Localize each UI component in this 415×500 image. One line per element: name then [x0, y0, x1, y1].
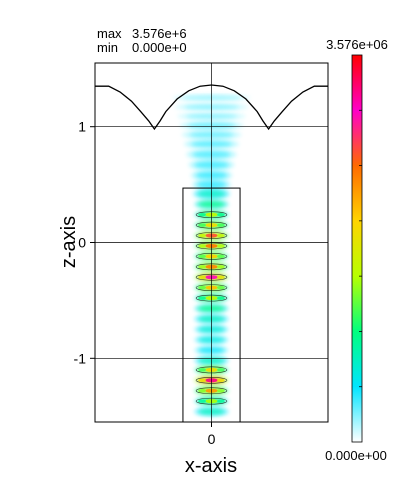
tick-label-z: -1 [74, 350, 87, 366]
field-blob [194, 396, 229, 406]
surface-profile-line [95, 84, 328, 131]
colorbar-min-label: 0.000e+00 [325, 448, 387, 463]
overlay-layer [95, 84, 328, 422]
max-value: 3.576e+6 [132, 26, 187, 41]
field-blob [194, 365, 229, 375]
x-axis-label: x-axis [185, 455, 237, 477]
min-label: min [97, 40, 118, 55]
min-value: 0.000e+0 [132, 40, 187, 55]
colorbar-max-label: 3.576e+06 [326, 37, 388, 52]
colorbar-ticks [359, 109, 362, 388]
y-axis-label: z-axis [58, 216, 80, 268]
max-label: max [97, 26, 122, 41]
tick-label-z: 1 [78, 119, 86, 135]
structure-outline [182, 187, 241, 422]
colorbar [351, 54, 363, 443]
tick-label-x: 0 [208, 431, 216, 447]
grid-layer [95, 63, 328, 422]
tick-label-z: 0 [78, 235, 86, 251]
tick-layer: 1 0 -1 0 [74, 119, 216, 447]
